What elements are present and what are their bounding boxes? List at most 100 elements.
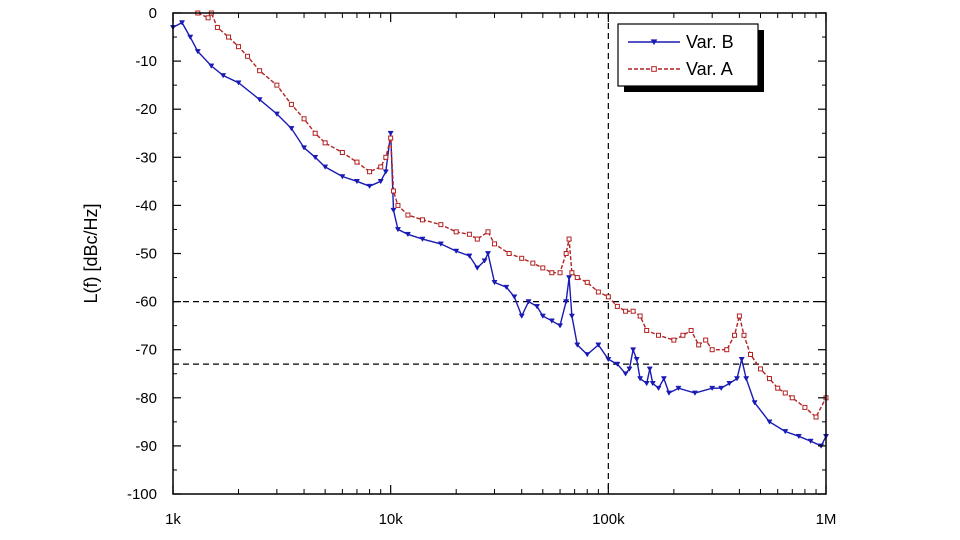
y-tick-label: -10 (135, 53, 157, 70)
data-point (256, 97, 263, 103)
data-point (548, 318, 555, 324)
data-point (525, 299, 532, 305)
data-point (623, 308, 629, 314)
data-point (257, 68, 263, 74)
data-point (339, 149, 345, 155)
data-point (675, 385, 682, 392)
data-point (660, 376, 667, 382)
data-point (650, 39, 658, 46)
data-point (377, 179, 384, 185)
data-point (630, 308, 636, 314)
data-point (643, 381, 650, 387)
data-point (322, 140, 328, 146)
data-point (194, 49, 201, 55)
data-point (481, 258, 488, 264)
data-point (205, 15, 211, 21)
data-point (736, 313, 742, 319)
data-point (688, 327, 694, 333)
data-point (274, 82, 280, 88)
data-point (404, 231, 411, 238)
data-point (506, 251, 512, 256)
data-point (208, 63, 215, 69)
data-point (474, 265, 481, 271)
data-point (354, 159, 360, 165)
data-point (665, 390, 673, 396)
data-point (605, 356, 612, 363)
y-tick-label: 0 (149, 5, 157, 22)
data-point (366, 183, 373, 189)
data-point (605, 294, 611, 300)
data-point (802, 404, 808, 410)
y-tick-label: -80 (135, 390, 157, 407)
data-point (813, 414, 819, 420)
data-point (236, 44, 242, 50)
data-point (626, 366, 633, 372)
data-point (187, 34, 194, 40)
data-point (563, 299, 570, 305)
data-point (691, 390, 698, 396)
data-point (245, 53, 251, 59)
data-point (614, 303, 620, 309)
data-point (649, 381, 656, 387)
data-point (235, 80, 242, 86)
data-point (766, 419, 773, 425)
data-point (614, 361, 621, 367)
y-tick-label: -90 (135, 438, 157, 455)
data-point (288, 101, 294, 107)
data-point (387, 130, 394, 137)
data-point (388, 135, 394, 141)
data-point (491, 280, 498, 286)
data-point (709, 347, 715, 353)
x-tick-label: 1M (816, 511, 837, 528)
data-point (312, 154, 319, 161)
data-point (644, 327, 650, 333)
data-point (394, 227, 401, 233)
data-point (273, 111, 280, 117)
data-point (518, 313, 525, 319)
data-point (655, 385, 662, 392)
data-point (633, 356, 640, 363)
data-point (519, 255, 525, 261)
data-point (383, 154, 389, 160)
data-point (671, 337, 677, 343)
data-point (795, 433, 802, 440)
data-point (503, 284, 510, 291)
data-point (703, 337, 709, 343)
y-tick-label: -40 (135, 197, 157, 214)
data-point (738, 356, 745, 363)
data-point (566, 236, 572, 242)
data-point (353, 179, 360, 185)
data-point (724, 347, 730, 353)
y-tick-label: -20 (135, 101, 157, 118)
data-point (301, 145, 308, 151)
data-point (492, 241, 498, 247)
data-point (743, 376, 750, 382)
legend-box (617, 23, 759, 87)
data-point (367, 169, 373, 175)
data-point (220, 73, 227, 79)
data-point (651, 66, 657, 72)
data-point (782, 390, 788, 396)
legend-label: Var. B (686, 32, 734, 52)
data-point (807, 438, 814, 444)
data-point (453, 229, 459, 235)
data-point (637, 313, 643, 319)
data-point (574, 342, 581, 348)
x-tick-label: 1k (165, 511, 181, 528)
reference-lines (173, 13, 826, 494)
data-point (563, 251, 569, 256)
data-point (696, 342, 702, 348)
data-point (630, 347, 637, 353)
data-point (485, 229, 491, 235)
data-point (789, 395, 795, 401)
series-layer (169, 10, 830, 449)
data-point (569, 270, 575, 276)
series-var-b (169, 20, 830, 449)
data-point (748, 352, 754, 358)
data-point (584, 279, 590, 285)
data-point (726, 381, 733, 387)
data-point (322, 164, 329, 170)
y-tick-label: -100 (127, 486, 157, 503)
x-tick-label: 100k (592, 511, 625, 528)
data-point (718, 385, 725, 392)
